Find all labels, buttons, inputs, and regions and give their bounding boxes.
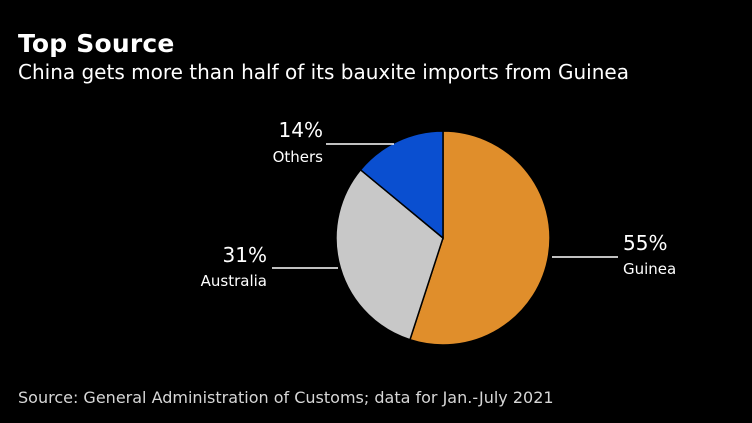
slice-value-label-australia: 31% <box>223 243 267 267</box>
pie-slice-guinea <box>408 130 551 346</box>
chart-subtitle: China gets more than half of its bauxite… <box>18 60 629 84</box>
slice-labels: 55% Guinea 31% Australia 14% Others <box>201 118 677 290</box>
leader-lines <box>272 143 618 269</box>
chart-title: Top Source <box>18 29 175 58</box>
slice-name-label-australia: Australia <box>201 272 267 290</box>
slice-name-label-guinea: Guinea <box>623 260 676 278</box>
source-note: Source: General Administration of Custom… <box>18 388 554 407</box>
slice-value-label-others: 14% <box>279 118 323 142</box>
pie-slices <box>335 130 551 346</box>
slice-value-label-guinea: 55% <box>623 231 667 255</box>
pie-slice-australia <box>335 168 444 341</box>
pie-slice-others <box>359 130 444 240</box>
slice-name-label-others: Others <box>273 148 324 166</box>
